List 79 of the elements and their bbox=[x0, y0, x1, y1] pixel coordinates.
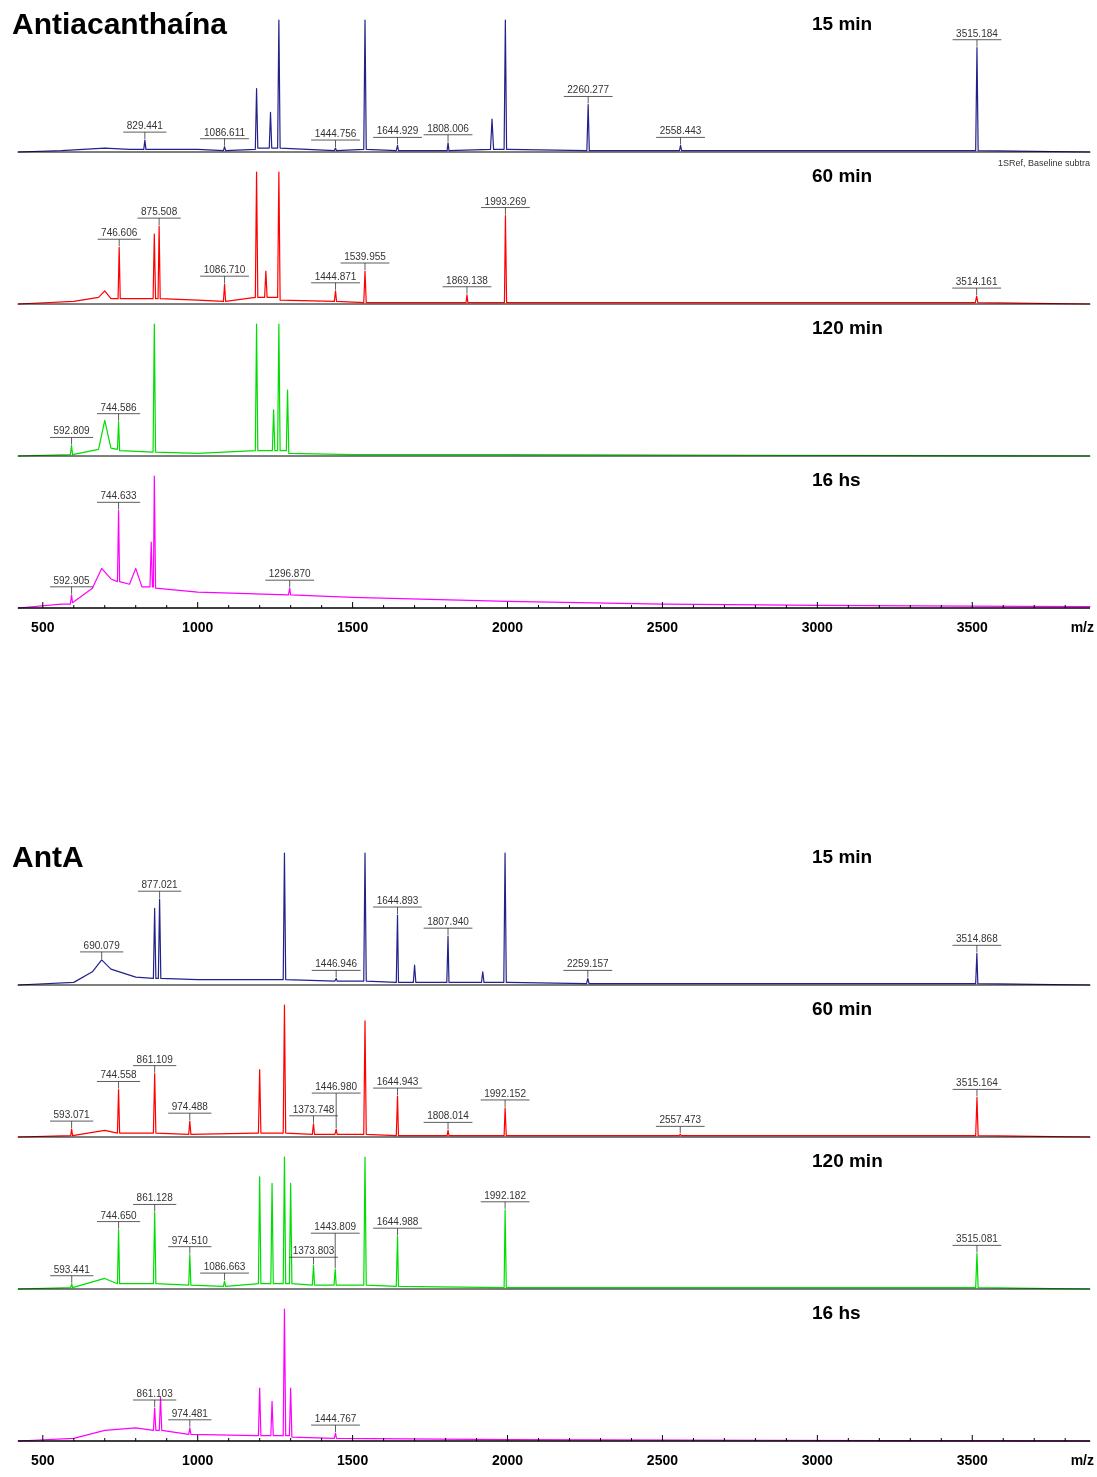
annotation: 1443.809 bbox=[314, 1221, 357, 1233]
x-tick-label: 3000 bbox=[801, 1452, 834, 1468]
annotation: 1444.767 bbox=[314, 1413, 357, 1425]
chart-subtitle: 60 min bbox=[812, 998, 873, 1019]
x-tick-label: 1000 bbox=[182, 619, 214, 635]
chart-subtitle: 15 min bbox=[812, 13, 873, 34]
x-axis-title: m/z bbox=[1070, 619, 1094, 635]
x-tick-label: 2500 bbox=[646, 1452, 679, 1468]
x-tick-label: 2000 bbox=[491, 1452, 524, 1468]
x-tick-label: 500 bbox=[31, 619, 55, 635]
annotation: 877.021 bbox=[141, 879, 179, 891]
annotation: 1444.871 bbox=[314, 270, 357, 282]
annotation: 1992.152 bbox=[484, 1087, 527, 1099]
chart-subtitle: 15 min bbox=[812, 846, 873, 867]
annotation: 2558.443 bbox=[659, 125, 702, 137]
annotation: 1086.710 bbox=[203, 264, 246, 276]
x-tick-label: 2000 bbox=[491, 619, 524, 635]
x-tick-label: 3500 bbox=[956, 1452, 989, 1468]
annotation: 1644.943 bbox=[376, 1076, 419, 1088]
annotation: 3514.161 bbox=[955, 276, 998, 288]
chart-subtitle: 120 min bbox=[812, 317, 883, 338]
chart-subtitle: 16 hs bbox=[812, 1302, 861, 1323]
annotation: 829.441 bbox=[126, 120, 164, 132]
annotation: 593.441 bbox=[53, 1263, 91, 1275]
annotation: 1086.611 bbox=[204, 126, 246, 138]
annotation: 1808.006 bbox=[427, 122, 470, 134]
annotation: 746.606 bbox=[101, 227, 138, 239]
annotation: 1296.870 bbox=[268, 568, 311, 580]
annotation: 744.633 bbox=[100, 490, 138, 502]
annotation: 1086.663 bbox=[203, 1261, 246, 1273]
x-tick-label: 1500 bbox=[337, 619, 369, 635]
annotation: 744.650 bbox=[100, 1209, 138, 1221]
x-tick-label: 500 bbox=[31, 1452, 55, 1468]
annotation: 974.510 bbox=[171, 1234, 209, 1246]
chart-subtitle: 60 min bbox=[812, 165, 873, 186]
annotation: 1644.929 bbox=[376, 125, 419, 137]
x-tick-label: 2500 bbox=[646, 619, 679, 635]
annotation: 690.079 bbox=[83, 939, 121, 951]
annotation: 974.488 bbox=[171, 1101, 209, 1113]
chart-title: Antiacanthaína bbox=[12, 7, 228, 40]
annotation: 3514.868 bbox=[956, 933, 999, 945]
annotation: 744.558 bbox=[100, 1069, 138, 1081]
annotation: 861.109 bbox=[136, 1053, 174, 1065]
annotation: 1373.748 bbox=[292, 1103, 335, 1115]
chart-subtitle: 16 hs bbox=[812, 469, 861, 490]
x-tick-label: 3500 bbox=[956, 619, 989, 635]
annotation: 875.508 bbox=[141, 206, 178, 218]
annotation: 744.586 bbox=[100, 401, 138, 413]
annotation: 1444.756 bbox=[314, 128, 357, 140]
annotation: 2557.473 bbox=[659, 1114, 702, 1126]
annotation: 592.809 bbox=[53, 425, 91, 437]
annotation: 2260.277 bbox=[567, 84, 610, 96]
chart-title: AntA bbox=[12, 840, 84, 873]
annotation: 1808.014 bbox=[427, 1110, 470, 1122]
annotation: 3515.184 bbox=[956, 27, 999, 39]
annotation: 2259.157 bbox=[566, 958, 610, 970]
annotation: 974.481 bbox=[171, 1407, 209, 1419]
annotation: 1992.182 bbox=[484, 1189, 527, 1201]
annotation: 1869.138 bbox=[446, 274, 489, 286]
annotation: 1446.980 bbox=[315, 1081, 358, 1093]
annotation: 3515.164 bbox=[956, 1077, 999, 1089]
annotation: 1807.940 bbox=[427, 916, 470, 928]
annotation: 1993.269 bbox=[484, 195, 527, 207]
annotation: 1644.988 bbox=[376, 1216, 419, 1228]
x-tick-label: 1000 bbox=[182, 1452, 214, 1468]
annotation: 593.071 bbox=[53, 1109, 91, 1121]
annotation: 592.905 bbox=[53, 574, 91, 586]
x-tick-label: 1500 bbox=[337, 1452, 369, 1468]
annotation: 1373.803 bbox=[292, 1245, 335, 1257]
annotation: 3515.081 bbox=[956, 1233, 999, 1245]
annotation: 861.128 bbox=[136, 1192, 174, 1204]
annotation: 1446.946 bbox=[315, 958, 358, 970]
chart-subtitle: 120 min bbox=[812, 1150, 883, 1171]
text: 1SRef, Baseline subtra bbox=[997, 158, 1090, 168]
x-tick-label: 3000 bbox=[801, 619, 834, 635]
annotation: 1644.893 bbox=[376, 895, 419, 907]
x-axis-title: m/z bbox=[1070, 1452, 1094, 1468]
annotation: 861.103 bbox=[136, 1388, 174, 1399]
annotation: 1539.955 bbox=[344, 251, 387, 262]
